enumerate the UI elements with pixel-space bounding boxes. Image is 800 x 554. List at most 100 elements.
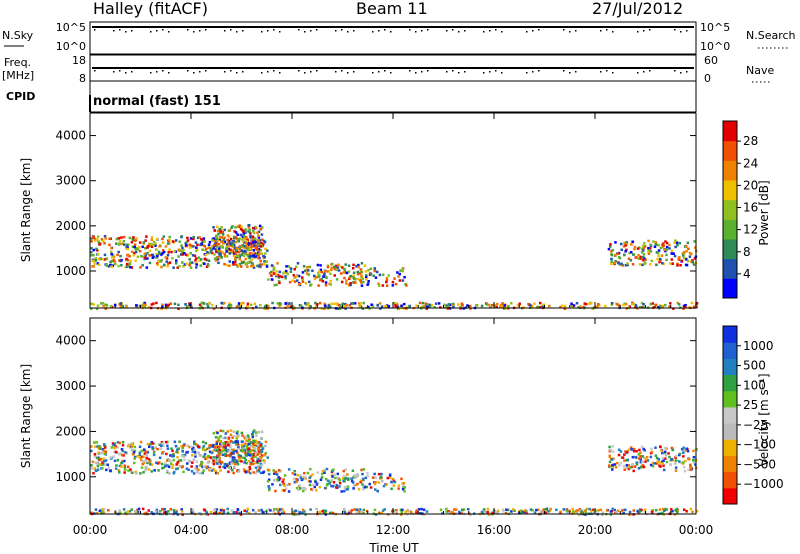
velocity-echo-cell [350,509,354,512]
power-echo-cell [308,265,312,269]
power-echo-cell [657,254,660,258]
power-echo-cell [235,236,238,239]
velocity-echo-cell [213,507,217,511]
velocity-echo-cell [637,452,641,456]
velocity-echo-cell [343,511,347,514]
nsky-trace-dot [538,29,540,31]
velocity-echo-cell [400,513,403,516]
power-echo-cell [379,307,382,310]
power-echo-cell [91,259,94,263]
velocity-echo-cell [689,468,693,471]
power-echo-cell [316,263,320,267]
velocity-echo-cell [624,508,627,512]
velocity-echo-cell [249,462,252,466]
power-echo-cell [240,302,243,305]
velocity-echo-cell [155,461,158,465]
power-echo-cell [209,250,213,254]
velocity-echo-cell [510,510,513,513]
velocity-echo-cell [131,471,134,475]
velocity-echo-cell [682,446,685,449]
velocity-echo-cell [94,469,98,472]
velocity-colorbar-tick-label: −100 [743,438,776,452]
velocity-echo-cell [385,483,388,486]
power-echo-cell [640,247,644,251]
velocity-echo-cell [627,464,630,467]
velocity-echo-cell [377,481,381,484]
velocity-echo-cell [243,461,246,464]
velocity-echo-cell [221,447,225,451]
velocity-echo-cell [100,512,103,515]
velocity-echo-cell [274,472,277,475]
velocity-echo-cell [252,440,256,443]
power-echo-cell [125,305,128,308]
power-echo-cell [623,241,626,245]
velocity-echo-cell [260,444,263,448]
power-echo-cell [258,239,261,242]
velocity-echo-cell [695,509,699,513]
velocity-echo-cell [505,508,508,512]
power-echo-cell [110,246,113,250]
power-echo-cell [164,245,168,248]
velocity-echo-cell [217,447,220,451]
velocity-echo-cell [632,447,636,451]
nsky-trace-dot [649,29,651,31]
freq-trace-dot [236,72,238,74]
velocity-echo-cell [93,512,96,515]
velocity-echo-cell [228,445,232,449]
power-echo-cell [401,267,404,270]
power-echo-cell [633,247,636,251]
velocity-echo-cell [225,454,228,457]
power-echo-cell [92,303,96,306]
power-echo-cell [288,280,292,284]
velocity-echo-cell [381,509,385,513]
nsky-trace-dot [390,31,392,33]
velocity-echo-cell [145,467,148,471]
velocity-echo-cell [338,485,341,488]
velocity-echo-cell [93,455,97,458]
velocity-echo-cell [127,443,130,446]
velocity-echo-cell [247,447,250,451]
velocity-echo-cell [248,467,252,471]
power-echo-cell [155,256,158,260]
power-echo-cell [548,304,551,308]
velocity-echo-cell [202,469,205,472]
power-echo-cell [216,229,220,233]
power-echo-cell [204,253,208,257]
power-echo-cell [90,246,93,250]
velocity-echo-cell [625,463,629,467]
velocity-echo-cell [611,466,615,470]
power-echo-cell [130,240,134,244]
power-echo-cell [248,260,251,264]
power-echo-cell [370,303,373,306]
power-echo-cell [259,263,262,266]
velocity-echo-cell [259,436,263,440]
power-echo-cell [631,240,634,244]
velocity-echo-cell [194,453,197,456]
velocity-echo-cell [139,472,142,475]
velocity-echo-cell [611,464,614,467]
power-echo-cell [369,272,373,276]
nsky-trace-dot [242,30,244,32]
power-echo-cell [206,305,210,308]
power-echo-cell [254,252,257,255]
velocity-echo-cell [224,446,227,450]
power-echo-cell [665,248,668,252]
velocity-echo-cell [326,479,330,483]
power-echo-cell [222,242,225,245]
power-echo-cell [655,263,658,267]
velocity-echo-cell [360,468,363,472]
velocity-echo-cell [295,480,298,484]
velocity-echo-cell [618,464,621,467]
power-echo-cell [670,249,674,253]
velocity-echo-cell [197,451,200,455]
freq-trace-dot [261,72,263,74]
velocity-echo-cell [187,468,190,471]
velocity-echo-cell [213,509,216,512]
power-echo-cell [178,264,181,268]
velocity-echo-cell [154,510,158,513]
velocity-echo-cell [694,463,697,466]
velocity-echo-cell [401,508,404,512]
velocity-echo-cell [166,444,169,448]
velocity-echo-cell [153,442,156,445]
velocity-echo-cell [144,469,147,472]
